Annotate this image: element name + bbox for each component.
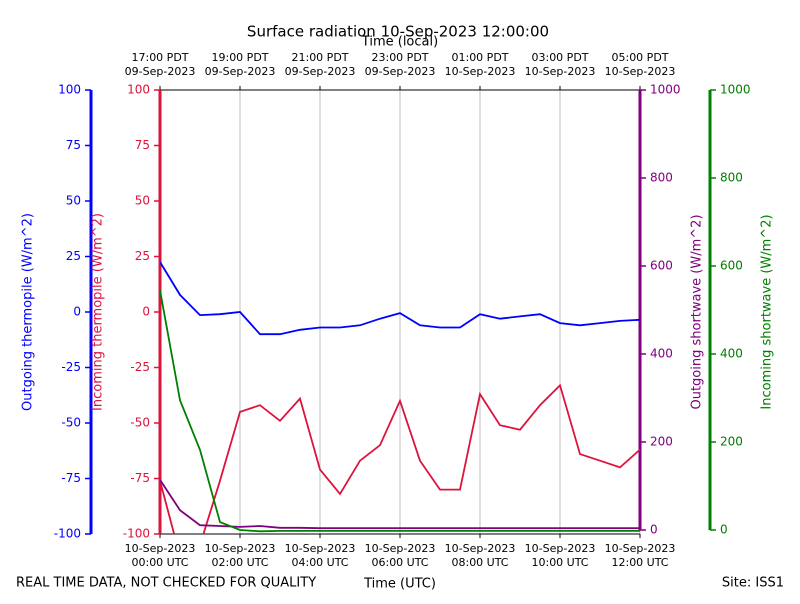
y-tick-label: 200 xyxy=(720,435,743,449)
y-tick-label: 400 xyxy=(720,347,743,361)
y-tick-label: 600 xyxy=(720,259,743,273)
x2-tick-label: 05:00 PDT 10-Sep-2023 xyxy=(605,51,676,78)
y-tick-label: -100 xyxy=(123,527,150,541)
y-tick-label: -75 xyxy=(61,471,81,485)
y-tick-label: 0 xyxy=(73,305,81,319)
y-tick-label: 25 xyxy=(135,249,150,263)
x-tick-label: 10-Sep-2023 00:00 UTC xyxy=(125,542,196,569)
y-tick-label: 0 xyxy=(720,523,728,537)
y-axis-label: Incoming thermopile (W/m^2) xyxy=(91,213,106,411)
x-tick-label: 10-Sep-2023 10:00 UTC xyxy=(525,542,596,569)
y-tick-label: -75 xyxy=(130,471,150,485)
y-tick-label: 75 xyxy=(66,138,81,152)
y-axis-label: Outgoing shortwave (W/m^2) xyxy=(690,214,705,409)
y-tick-label: -25 xyxy=(61,360,81,374)
y-tick-label: -100 xyxy=(54,527,81,541)
y-tick-label: 100 xyxy=(127,83,150,97)
y-tick-label: 75 xyxy=(135,138,150,152)
x-tick-label: 10-Sep-2023 04:00 UTC xyxy=(285,542,356,569)
y-tick-label: -25 xyxy=(130,360,150,374)
x2-tick-label: 17:00 PDT 09-Sep-2023 xyxy=(125,51,196,78)
y-tick-label: 50 xyxy=(135,194,150,208)
x2-tick-label: 03:00 PDT 10-Sep-2023 xyxy=(525,51,596,78)
x-tick-label: 10-Sep-2023 02:00 UTC xyxy=(205,542,276,569)
x-tick-label: 10-Sep-2023 08:00 UTC xyxy=(445,542,516,569)
y-tick-label: 100 xyxy=(58,83,81,97)
y-tick-label: -50 xyxy=(61,416,81,430)
y-tick-label: 200 xyxy=(650,435,673,449)
footer-right: Site: ISS1 xyxy=(722,576,784,591)
footer-left: REAL TIME DATA, NOT CHECKED FOR QUALITY xyxy=(16,576,316,591)
x2-tick-label: 23:00 PDT 09-Sep-2023 xyxy=(365,51,436,78)
y-tick-label: 800 xyxy=(650,171,673,185)
y-tick-label: 600 xyxy=(650,259,673,273)
y-tick-label: 800 xyxy=(720,171,743,185)
y-tick-label: 400 xyxy=(650,347,673,361)
series-line xyxy=(160,383,640,534)
y-tick-label: 0 xyxy=(650,523,658,537)
x2-axis-label: Time (local) xyxy=(361,35,438,50)
x-axis-label: Time (UTC) xyxy=(363,577,436,592)
y-tick-label: 25 xyxy=(66,249,81,263)
y-axis-label: Outgoing thermopile (W/m^2) xyxy=(21,213,36,411)
y-tick-label: 1000 xyxy=(720,83,751,97)
x2-tick-label: 21:00 PDT 09-Sep-2023 xyxy=(285,51,356,78)
series-line xyxy=(160,261,640,336)
y-axis-label: Incoming shortwave (W/m^2) xyxy=(760,214,775,409)
x2-tick-label: 01:00 PDT 10-Sep-2023 xyxy=(445,51,516,78)
series-line xyxy=(160,479,640,530)
chart-title: Surface radiation 10-Sep-2023 12:00:00 xyxy=(247,23,549,41)
y-tick-label: -50 xyxy=(130,416,150,430)
x-tick-label: 10-Sep-2023 12:00 UTC xyxy=(605,542,676,569)
y-tick-label: 0 xyxy=(142,305,150,319)
x-tick-label: 10-Sep-2023 06:00 UTC xyxy=(365,542,436,569)
series-line xyxy=(160,290,640,533)
y-tick-label: 1000 xyxy=(650,83,681,97)
x2-tick-label: 19:00 PDT 09-Sep-2023 xyxy=(205,51,276,78)
y-tick-label: 50 xyxy=(66,194,81,208)
